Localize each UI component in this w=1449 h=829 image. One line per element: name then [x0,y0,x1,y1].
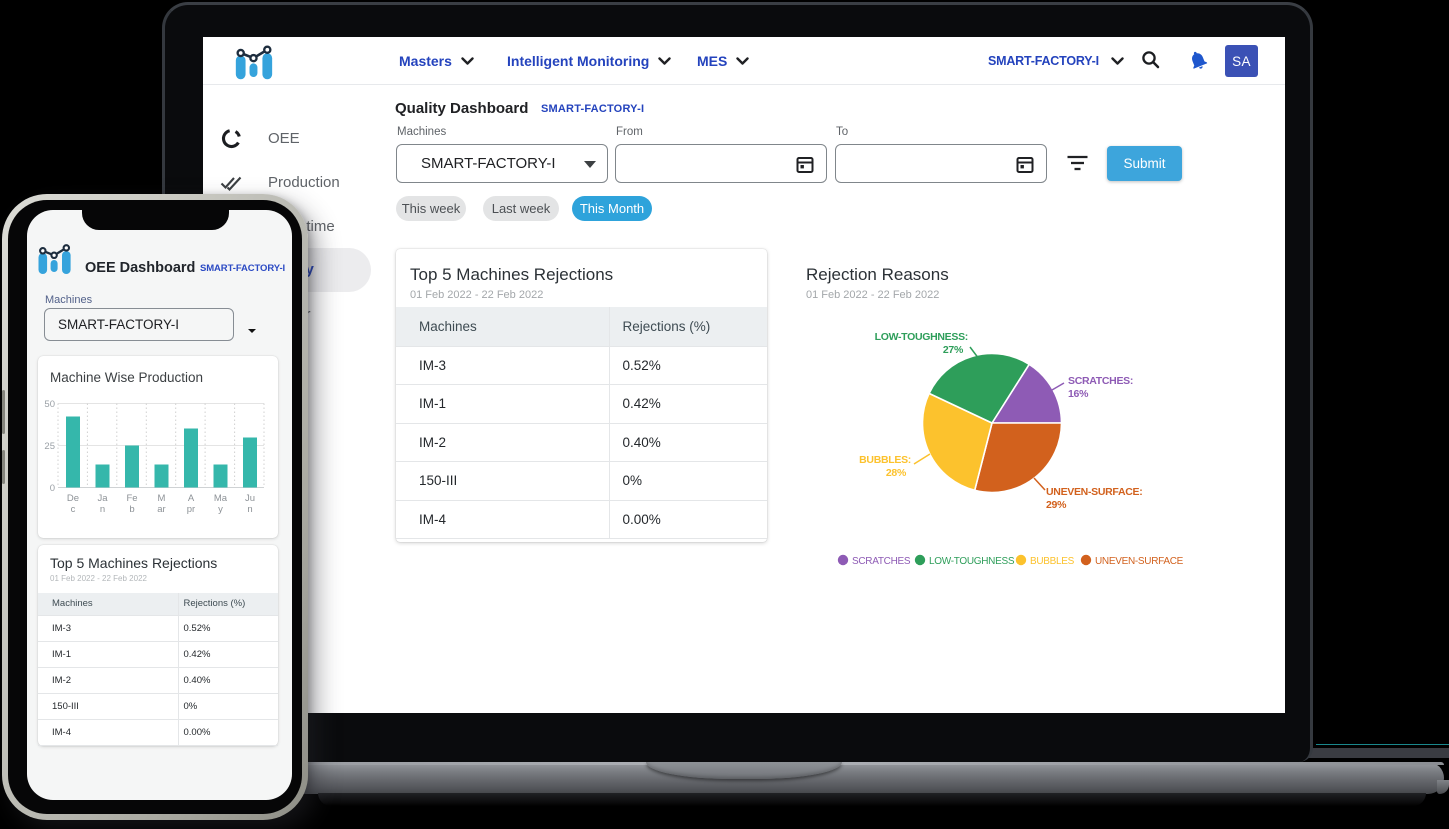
svg-text:Ma: Ma [214,493,228,504]
svg-text:ar: ar [157,504,165,515]
svg-text:16%: 16% [1068,388,1089,400]
svg-text:n: n [100,504,105,515]
svg-text:LOW-TOUGHNESS: LOW-TOUGHNESS [929,556,1015,567]
svg-text:UNEVEN-SURFACE: UNEVEN-SURFACE [1095,556,1184,567]
svg-text:c: c [71,504,76,515]
svg-text:29%: 29% [1046,499,1067,511]
svg-text:50: 50 [44,399,55,410]
svg-text:De: De [67,493,79,504]
svg-text:b: b [129,504,134,515]
svg-text:BUBBLES:: BUBBLES: [859,454,911,466]
svg-text:Ja: Ja [97,493,108,504]
svg-text:Fe: Fe [126,493,137,504]
svg-text:M: M [158,493,166,504]
svg-text:25: 25 [44,441,55,452]
svg-text:LOW-TOUGHNESS:: LOW-TOUGHNESS: [875,331,968,343]
svg-text:Ju: Ju [245,493,255,504]
svg-text:BUBBLES: BUBBLES [1030,556,1075,567]
svg-text:pr: pr [187,504,195,515]
svg-text:UNEVEN-SURFACE:: UNEVEN-SURFACE: [1046,486,1142,498]
svg-text:n: n [247,504,252,515]
svg-text:27%: 27% [943,344,964,356]
svg-text:SCRATCHES: SCRATCHES [852,556,911,567]
svg-text:y: y [218,504,223,515]
svg-text:A: A [188,493,195,504]
svg-text:0: 0 [50,483,55,494]
svg-text:28%: 28% [886,467,907,479]
svg-text:SCRATCHES:: SCRATCHES: [1068,375,1133,387]
